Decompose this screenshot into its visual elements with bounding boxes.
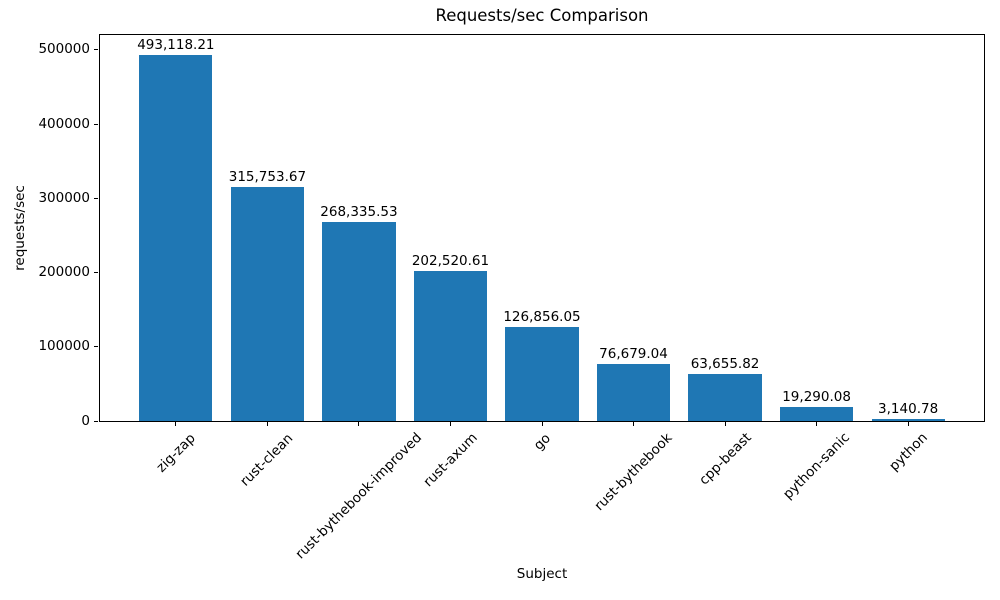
bar [413, 270, 488, 421]
x-tick-mark [358, 422, 360, 426]
x-tick-mark [175, 422, 177, 426]
bar [688, 373, 762, 421]
bar [505, 326, 579, 421]
bar-value-label: 315,753.67 [228, 168, 307, 185]
x-tick-label: zig-zap [153, 429, 199, 476]
y-tick-label: 0 [81, 412, 90, 429]
bar-value-label: 63,655.82 [690, 355, 760, 372]
bar [139, 54, 213, 421]
y-tick-label: 300000 [38, 189, 90, 206]
x-tick-mark [541, 422, 543, 426]
y-tick-mark [94, 420, 98, 422]
chart-title: Requests/sec Comparison [435, 6, 649, 25]
x-tick-label: rust-axum [420, 429, 481, 491]
bar [322, 221, 396, 421]
y-tick-label: 500000 [38, 41, 90, 58]
x-tick-label: python [885, 429, 931, 475]
x-tick-label: go [530, 430, 554, 454]
y-tick-label: 100000 [38, 338, 90, 355]
y-tick-mark [94, 197, 98, 199]
bar-value-label: 3,140.78 [878, 400, 939, 417]
x-tick-label: rust-bythebook-improved [292, 430, 426, 563]
x-tick-label: cpp-beast [695, 430, 755, 489]
y-tick-mark [94, 49, 98, 51]
bar-value-label: 76,679.04 [599, 346, 668, 363]
y-tick-mark [94, 272, 98, 274]
x-tick-mark [266, 422, 268, 426]
x-tick-mark [724, 422, 726, 426]
x-tick-label: python-sanic [780, 429, 854, 503]
bar-value-label: 493,118.21 [137, 36, 215, 53]
bar [596, 364, 671, 421]
bar-value-label: 19,290.08 [782, 388, 851, 405]
y-tick-label: 200000 [38, 264, 90, 281]
y-tick-label: 400000 [38, 115, 90, 132]
bar-value-label: 268,335.53 [320, 203, 398, 220]
x-tick-mark [907, 422, 909, 426]
x-tick-mark [633, 422, 635, 426]
y-tick-mark [94, 123, 98, 125]
x-tick-label: rust-bythebook [591, 430, 676, 515]
bar [230, 186, 305, 421]
x-tick-mark [449, 422, 451, 426]
bar-value-label: 126,856.05 [503, 308, 581, 325]
x-tick-mark [816, 422, 818, 426]
x-axis-label: Subject [516, 566, 568, 582]
y-tick-mark [94, 346, 98, 348]
bar-value-label: 202,520.61 [411, 252, 490, 269]
bar [779, 406, 854, 421]
bar [871, 418, 945, 421]
x-tick-label: rust-clean [237, 430, 297, 490]
